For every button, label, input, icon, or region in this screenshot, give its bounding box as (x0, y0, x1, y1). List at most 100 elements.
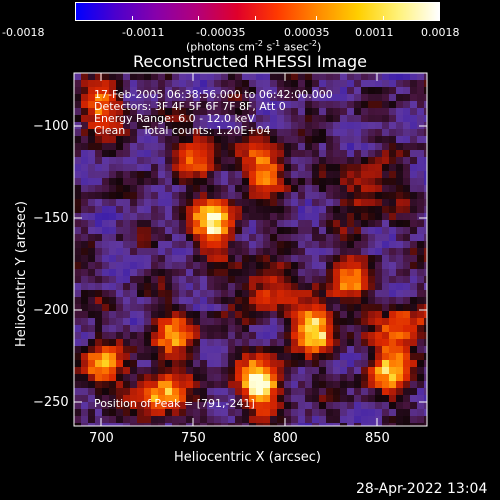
heatmap-cell (263, 213, 270, 220)
heatmap-cell (410, 325, 417, 332)
heatmap-cell (319, 157, 326, 164)
heatmap-cell (235, 276, 242, 283)
heatmap-cell (277, 346, 284, 353)
heatmap-cell (151, 388, 158, 395)
heatmap-cell (305, 304, 312, 311)
heatmap-cell (165, 290, 172, 297)
heatmap-cell (235, 241, 242, 248)
heatmap-cell (179, 269, 186, 276)
heatmap-cell (228, 150, 235, 157)
heatmap-cell (424, 248, 427, 255)
heatmap-cell (207, 255, 214, 262)
heatmap-cell (305, 325, 312, 332)
heatmap-cell (361, 423, 368, 426)
heatmap-cell (284, 262, 291, 269)
heatmap-cell (200, 402, 207, 409)
heatmap-cell (382, 192, 389, 199)
heatmap-cell (249, 416, 256, 423)
heatmap-cell (347, 241, 354, 248)
heatmap-cell (109, 346, 116, 353)
heatmap-cell (235, 262, 242, 269)
heatmap-cell (249, 220, 256, 227)
heatmap-cell (165, 325, 172, 332)
heatmap-cell (214, 262, 221, 269)
heatmap-cell (263, 206, 270, 213)
heatmap-cell (382, 290, 389, 297)
heatmap-cell (95, 423, 102, 426)
heatmap-cell (319, 297, 326, 304)
heatmap-cell (256, 311, 263, 318)
heatmap-cell (151, 325, 158, 332)
heatmap-cell (361, 325, 368, 332)
heatmap-cell (256, 395, 263, 402)
heatmap-cell (361, 409, 368, 416)
heatmap-cell (74, 395, 81, 402)
heatmap-cell (333, 297, 340, 304)
heatmap-cell (228, 416, 235, 423)
info-line-time: 17-Feb-2005 06:38:56.000 to 06:42:00.000 (94, 88, 333, 101)
heatmap-cell (305, 108, 312, 115)
heatmap-cell (361, 416, 368, 423)
heatmap-cell (256, 150, 263, 157)
heatmap-cell (102, 178, 109, 185)
heatmap-cell (389, 269, 396, 276)
heatmap-cell (242, 360, 249, 367)
heatmap-cell (340, 143, 347, 150)
heatmap-cell (137, 94, 144, 101)
heatmap-cell (403, 395, 410, 402)
heatmap-cell (326, 150, 333, 157)
heatmap-cell (158, 360, 165, 367)
heatmap-cell (221, 395, 228, 402)
heatmap-cell (263, 234, 270, 241)
heatmap-cell (249, 374, 256, 381)
heatmap-cell (312, 339, 319, 346)
heatmap-cell (319, 409, 326, 416)
heatmap-cell (249, 94, 256, 101)
heatmap-cell (389, 416, 396, 423)
heatmap-cell (123, 311, 130, 318)
heatmap-cell (263, 73, 270, 80)
heatmap-cell (130, 241, 137, 248)
heatmap-cell (144, 283, 151, 290)
heatmap-cell (375, 220, 382, 227)
heatmap-cell (333, 108, 340, 115)
heatmap-cell (249, 297, 256, 304)
heatmap-cell (228, 248, 235, 255)
heatmap-cell (340, 129, 347, 136)
heatmap-cell (242, 290, 249, 297)
heatmap-cell (123, 73, 130, 80)
heatmap-cell (116, 115, 123, 122)
colorbar-tick-label: -0.00035 (196, 26, 246, 39)
heatmap-cell (270, 199, 277, 206)
heatmap-cell (312, 122, 319, 129)
heatmap-cell (130, 178, 137, 185)
heatmap-cell (410, 402, 417, 409)
heatmap-cell (242, 241, 249, 248)
heatmap-cell (354, 339, 361, 346)
heatmap-cell (228, 227, 235, 234)
y-tick-label: −200 (33, 303, 69, 318)
x-axis-ticks (100, 73, 378, 426)
heatmap-cell (326, 304, 333, 311)
heatmap-cell (347, 290, 354, 297)
heatmap-cell (347, 213, 354, 220)
heatmap-cell (172, 227, 179, 234)
heatmap-cell (354, 423, 361, 426)
heatmap-cell (361, 115, 368, 122)
heatmap-cell (403, 367, 410, 374)
heatmap-cell (144, 108, 151, 115)
heatmap-cell (179, 206, 186, 213)
heatmap-cell (354, 269, 361, 276)
heatmap-cell (144, 409, 151, 416)
heatmap-cell (137, 164, 144, 171)
heatmap-cell (403, 136, 410, 143)
heatmap-cell (263, 374, 270, 381)
heatmap-cell (179, 402, 186, 409)
heatmap-cell (312, 220, 319, 227)
heatmap-cell (172, 87, 179, 94)
heatmap-cell (228, 395, 235, 402)
heatmap-cell (249, 283, 256, 290)
heatmap-cell (102, 339, 109, 346)
heatmap-cell (214, 143, 221, 150)
heatmap-cell (102, 416, 109, 423)
